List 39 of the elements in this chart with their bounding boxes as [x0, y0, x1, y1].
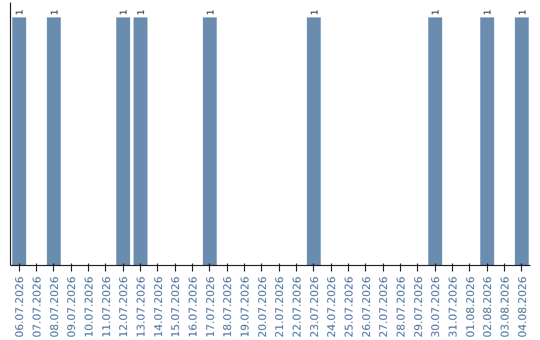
x-tick-label: 22.07.2026 [290, 276, 304, 338]
data-label: 1 [517, 9, 528, 16]
x-tick-label: 13.07.2026 [134, 276, 148, 338]
x-tick-label: 30.07.2026 [429, 276, 442, 338]
x-tick-label: 29.07.2026 [412, 276, 425, 338]
x-tick-label: 06.07.2026 [13, 276, 26, 338]
x-tick-label: 01.08.2026 [464, 276, 477, 338]
data-label: 1 [430, 9, 442, 16]
x-tick-label: 25.07.2026 [342, 276, 356, 338]
x-tick-label: 08.07.2026 [48, 276, 61, 338]
data-label: 1 [309, 9, 320, 16]
x-tick-label: 18.07.2026 [221, 276, 234, 338]
x-tick-label: 21.07.2026 [273, 276, 286, 338]
x-tick-label: 15.07.2026 [169, 276, 182, 338]
x-tick-label: 31.07.2026 [446, 276, 460, 338]
x-tick-label: 28.07.2026 [394, 276, 408, 338]
data-label: 1 [14, 9, 26, 16]
x-tick-label: 24.07.2026 [325, 276, 338, 338]
data-label: 1 [136, 9, 147, 16]
x-tick-label: 10.07.2026 [82, 276, 96, 338]
x-tick-label: 19.07.2026 [238, 276, 252, 338]
x-tick-label: 03.08.2026 [498, 276, 512, 338]
x-tick-label: 02.08.2026 [481, 276, 494, 338]
x-tick-label: 23.07.2026 [308, 276, 321, 338]
x-tick-label: 11.07.2026 [100, 276, 113, 338]
x-tick-label: 04.08.2026 [516, 276, 529, 338]
x-tick-label: 07.07.2026 [30, 276, 44, 338]
data-label: 1 [482, 9, 494, 16]
x-tick-label: 20.07.2026 [256, 276, 269, 338]
x-tick-label: 26.07.2026 [360, 276, 373, 338]
x-tick-label: 27.07.2026 [377, 276, 390, 338]
data-label: 1 [118, 9, 130, 16]
x-tick-label: 16.07.2026 [186, 276, 200, 338]
data-label: 1 [49, 9, 60, 16]
x-tick-label: 12.07.2026 [117, 276, 130, 338]
x-tick-label: 09.07.2026 [65, 276, 78, 338]
data-label: 1 [205, 9, 216, 16]
x-tick-label: 17.07.2026 [204, 276, 217, 338]
x-tick-label: 14.07.2026 [152, 276, 165, 338]
